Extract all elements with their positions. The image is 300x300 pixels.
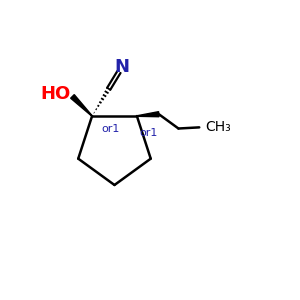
Text: CH₃: CH₃ xyxy=(206,120,232,134)
Polygon shape xyxy=(70,94,92,116)
Text: or1: or1 xyxy=(101,124,120,134)
Text: N: N xyxy=(115,58,130,76)
Polygon shape xyxy=(137,112,159,117)
Text: HO: HO xyxy=(40,85,70,103)
Text: or1: or1 xyxy=(139,128,158,138)
